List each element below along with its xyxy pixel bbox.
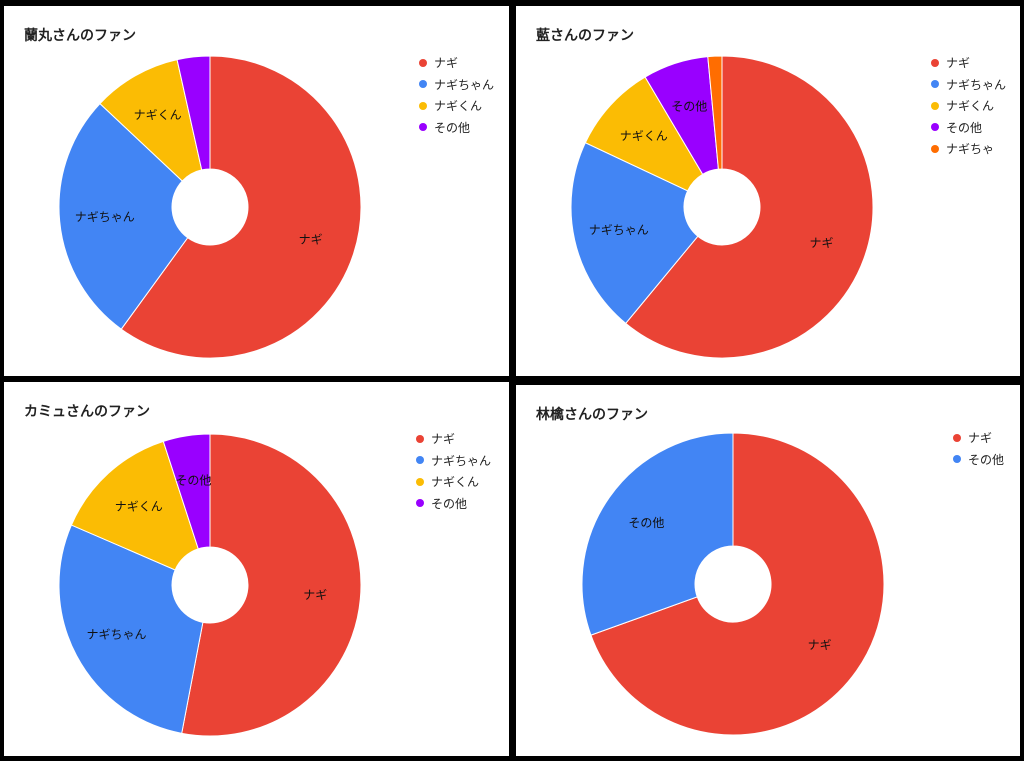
legend-swatch-icon <box>419 80 427 89</box>
legend-label: ナギちゃ <box>946 142 995 157</box>
legend-swatch-icon <box>419 58 427 67</box>
slice-label-1: ナギ <box>808 638 832 652</box>
chart-panel-ai: 藍さんのファン ナギ ナギちゃん ナギくん その他 ナギ ナギちゃん ナギくん その他 ナギち… <box>516 6 1020 376</box>
legend-item: ナギくん <box>931 95 1006 117</box>
legend-swatch-icon <box>953 455 961 464</box>
legend-swatch-icon <box>416 499 424 508</box>
pie-slice-4 <box>176 55 211 171</box>
legend-swatch-icon <box>931 123 939 132</box>
doughnut-chart: ナギ ナギちゃん ナギくん <box>58 55 362 359</box>
slice-label-2: ナギちゃん <box>589 223 649 237</box>
legend-item: その他 <box>416 493 491 515</box>
legend-swatch-icon <box>416 434 424 443</box>
legend-item: ナギくん <box>416 471 491 493</box>
legend-label: ナギ <box>434 56 459 71</box>
legend-item: ナギくん <box>419 95 494 117</box>
chart-panel-ranmaru: 蘭丸さんのファン ナギ ナギちゃん ナギくん ナギ ナギちゃん ナギくん その他 <box>4 6 509 376</box>
legend-swatch-icon <box>416 477 424 486</box>
pie-slice-4 <box>162 433 211 550</box>
chart-panel-ringo: 林檎さんのファン ナギ その他 ナギ その他 <box>516 385 1020 756</box>
slice-label-1: ナギ <box>809 236 833 250</box>
legend-swatch-icon <box>931 58 939 67</box>
legend-swatch-icon <box>419 123 427 132</box>
legend-item: ナギ <box>931 52 1006 74</box>
legend-label: ナギちゃん <box>431 453 492 468</box>
slice-label-4: その他 <box>671 99 707 113</box>
legend-item: その他 <box>419 117 494 139</box>
legend-label: ナギちゃん <box>946 77 1007 92</box>
legend-item: ナギちゃ <box>931 138 1006 160</box>
chart-legend: ナギナギちゃんナギくんその他 <box>416 428 491 514</box>
chart-title: 藍さんのファン <box>536 28 634 44</box>
chart-title: カミュさんのファン <box>24 404 150 420</box>
legend-item: ナギ <box>416 428 491 450</box>
slice-label-1: ナギ <box>303 588 327 602</box>
legend-label: ナギ <box>431 432 456 447</box>
legend-label: その他 <box>434 120 471 135</box>
legend-label: その他 <box>968 452 1005 467</box>
slice-label-2: ナギちゃん <box>86 628 146 642</box>
pie-slice-1 <box>625 55 874 359</box>
legend-swatch-icon <box>953 433 961 442</box>
pie-slice-3 <box>70 440 199 571</box>
pie-slice-2 <box>570 142 699 325</box>
chart-legend: ナギナギちゃんナギくんその他 <box>419 52 494 138</box>
legend-swatch-icon <box>931 80 939 89</box>
legend-item: その他 <box>931 117 1006 139</box>
legend-label: ナギくん <box>946 99 995 114</box>
pie-slice-1 <box>120 55 362 359</box>
legend-item: その他 <box>953 449 1004 471</box>
legend-swatch-icon <box>416 456 424 465</box>
slice-label-2: その他 <box>628 516 664 530</box>
chart-panel-camus: カミュさんのファン ナギ ナギちゃん ナギくん その他 ナギ ナギちゃん ナギくん その他 <box>4 382 509 756</box>
pie-slice-1 <box>590 432 885 736</box>
doughnut-chart: ナギ ナギちゃん ナギくん その他 <box>570 55 874 359</box>
slice-label-4: その他 <box>175 474 211 488</box>
legend-label: ナギくん <box>434 99 483 114</box>
legend-label: ナギくん <box>431 475 480 490</box>
legend-label: その他 <box>431 496 468 511</box>
legend-swatch-icon <box>931 101 939 110</box>
legend-label: ナギちゃん <box>434 77 495 92</box>
pie-slice-2 <box>58 102 189 330</box>
slice-label-3: ナギくん <box>115 500 163 514</box>
legend-swatch-icon <box>419 101 427 110</box>
pie-slice-2 <box>58 524 204 734</box>
doughnut-chart: ナギ その他 <box>581 432 885 736</box>
chart-legend: ナギ その他 <box>953 427 1004 470</box>
legend-item: ナギ <box>953 427 1004 449</box>
pie-slice-5 <box>707 55 723 170</box>
slice-label-2: ナギちゃん <box>75 210 135 224</box>
legend-label: ナギ <box>946 56 971 71</box>
legend-item: ナギ <box>419 52 494 74</box>
pie-slice-1 <box>181 433 362 737</box>
legend-item: ナギちゃん <box>931 74 1006 96</box>
legend-swatch-icon <box>931 144 939 153</box>
chart-legend: ナギナギちゃんナギくんその他ナギちゃ <box>931 52 1006 160</box>
chart-title: 蘭丸さんのファン <box>24 28 136 44</box>
slice-label-3: ナギくん <box>134 108 182 122</box>
legend-label: その他 <box>946 120 983 135</box>
legend-label: ナギ <box>968 431 993 446</box>
pie-slice-2 <box>581 432 734 636</box>
legend-item: ナギちゃん <box>419 74 494 96</box>
legend-item: ナギちゃん <box>416 450 491 472</box>
slice-label-1: ナギ <box>299 233 323 247</box>
slice-label-3: ナギくん <box>620 129 668 143</box>
chart-title: 林檎さんのファン <box>536 407 648 423</box>
